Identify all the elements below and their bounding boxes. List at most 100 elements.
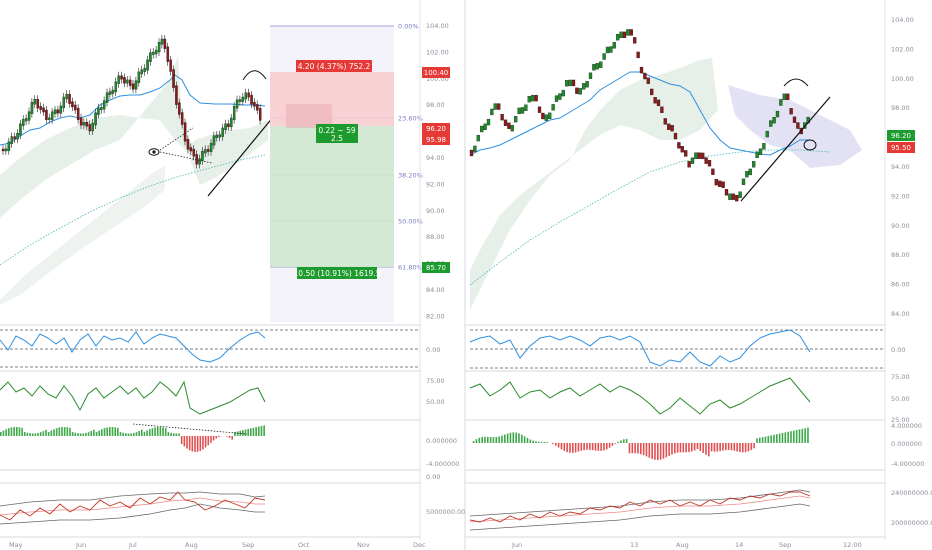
- macd-bar: [611, 443, 614, 446]
- macd-bar: [109, 427, 111, 436]
- renko-brick: [735, 195, 739, 202]
- candle-body: [201, 150, 204, 161]
- macd-bar: [674, 443, 676, 454]
- right-macd-pane[interactable]: 4.000000 0.000000 -4.000000: [472, 422, 925, 468]
- candle-body: [175, 85, 178, 105]
- right-price-pane[interactable]: [469, 29, 862, 310]
- left-badge-cur1: [422, 123, 450, 134]
- candle-body: [108, 91, 112, 95]
- renko-brick: [565, 80, 569, 87]
- left-stoch-pane[interactable]: 75.00 50.00: [0, 377, 445, 415]
- right-time-axis[interactable]: Jun 13 Aug 14 Sep 12:00: [511, 541, 862, 549]
- macd-bar: [625, 438, 628, 443]
- macd-bar: [196, 436, 199, 452]
- eye-icon[interactable]: [148, 148, 160, 156]
- renko-brick: [728, 193, 732, 200]
- renko-brick: [650, 88, 654, 96]
- left-macd-pane[interactable]: 0.000000 -4.000000: [0, 423, 459, 468]
- macd-bar: [742, 443, 744, 453]
- macd-bar: [55, 428, 58, 436]
- candle-body: [152, 51, 155, 55]
- renko-brick: [656, 99, 661, 107]
- macd-bar: [787, 431, 789, 443]
- renko-brick: [636, 51, 640, 59]
- macd-bar: [26, 432, 29, 436]
- macd-bar: [716, 443, 719, 452]
- left-price-tick: 100.00: [426, 75, 449, 83]
- right-stoch-pane[interactable]: 75.00 50.00 25.00: [469, 373, 910, 424]
- candle-body: [79, 117, 83, 126]
- macd-bar: [39, 432, 42, 436]
- macd-bar: [125, 433, 127, 436]
- renko-brick: [619, 31, 623, 39]
- candle-body: [149, 52, 152, 62]
- macd-bar: [164, 427, 167, 436]
- right-rsi-pane[interactable]: 0.00: [469, 329, 905, 369]
- renko-brick: [588, 72, 593, 79]
- macd-bar: [175, 433, 178, 436]
- macd-bar: [487, 436, 489, 443]
- right-price-axis[interactable]: 104.00102.00100.0098.0096.0094.0092.0090…: [884, 0, 915, 540]
- right-trendline[interactable]: [740, 96, 831, 202]
- fib-level-label: 23.60%: [398, 115, 423, 123]
- macd-bar: [103, 428, 106, 436]
- left-price-pane[interactable]: 0.00% 23.60% 38.20% 50.00% 61.80% 4.20 (4.37…: [0, 23, 423, 323]
- renko-brick: [718, 180, 722, 187]
- left-rsi-pane[interactable]: 0.00: [0, 329, 440, 368]
- macd-bar: [693, 443, 696, 451]
- right-macd-axis-2: -4.000000: [891, 460, 924, 468]
- left-arc[interactable]: [242, 70, 267, 81]
- renko-brick: [704, 157, 708, 164]
- macd-bar: [101, 429, 103, 436]
- right-circle-marker[interactable]: [803, 139, 817, 151]
- candle-body: [85, 122, 89, 127]
- left-chart[interactable]: 0.00% 23.60% 38.20% 50.00% 61.80% 4.20 (4.37…: [0, 0, 465, 549]
- macd-bar: [631, 443, 634, 454]
- renko-brick: [469, 149, 474, 157]
- macd-bar: [186, 436, 188, 449]
- macd-bar: [180, 436, 183, 444]
- renko-brick: [694, 152, 698, 159]
- macd-bar: [50, 430, 53, 436]
- candle-body: [97, 107, 100, 115]
- right-macd-axis-0: 4.000000: [891, 422, 922, 430]
- macd-bar: [212, 436, 215, 441]
- renko-brick: [765, 130, 769, 138]
- right-badge-cur1-text: 96.20: [891, 132, 911, 140]
- left-time-axis[interactable]: May Jun Jul Aug Sep Oct Nov Dec: [9, 541, 426, 549]
- left-ratio-box: [316, 124, 358, 143]
- left-risk-box: [296, 60, 372, 72]
- macd-bar: [138, 431, 140, 436]
- left-time-jun: Jun: [75, 541, 86, 549]
- left-reward-zone[interactable]: [270, 126, 394, 267]
- macd-bar: [87, 432, 90, 436]
- right-chart[interactable]: 104.00102.00100.0098.0096.0094.0092.0090…: [465, 0, 932, 549]
- macd-bar: [781, 433, 784, 443]
- candle-body: [232, 106, 236, 121]
- left-price-axis[interactable]: 104.00102.00100.0098.0096.0094.0092.0090…: [419, 0, 450, 540]
- right-time-14: 14: [735, 541, 743, 549]
- candle-body: [42, 107, 45, 113]
- right-price-tick: 90.00: [891, 222, 910, 230]
- macd-bar: [640, 443, 642, 455]
- macd-bar: [603, 443, 605, 451]
- renko-brick: [486, 118, 491, 126]
- macd-bar: [135, 432, 138, 436]
- candle-body: [186, 139, 190, 150]
- candle-body: [65, 94, 68, 100]
- left-price-tick: 92.00: [426, 180, 445, 188]
- renko-brick: [622, 31, 627, 39]
- right-arc[interactable]: [783, 78, 809, 87]
- right-bb-pane[interactable]: 240000000.00 200000000.00: [469, 489, 932, 531]
- left-bb-pane[interactable]: 5000000.00: [0, 491, 465, 525]
- macd-bar: [45, 429, 47, 436]
- left-badge-bottom: [422, 262, 450, 273]
- left-time-jul: Jul: [128, 541, 137, 549]
- candle-body: [94, 112, 97, 126]
- right-macd-axis-1: 0.000000: [891, 440, 922, 448]
- renko-brick: [724, 189, 729, 196]
- left-time-may: May: [9, 541, 23, 549]
- macd-bar: [569, 443, 571, 453]
- renko-brick: [789, 108, 793, 115]
